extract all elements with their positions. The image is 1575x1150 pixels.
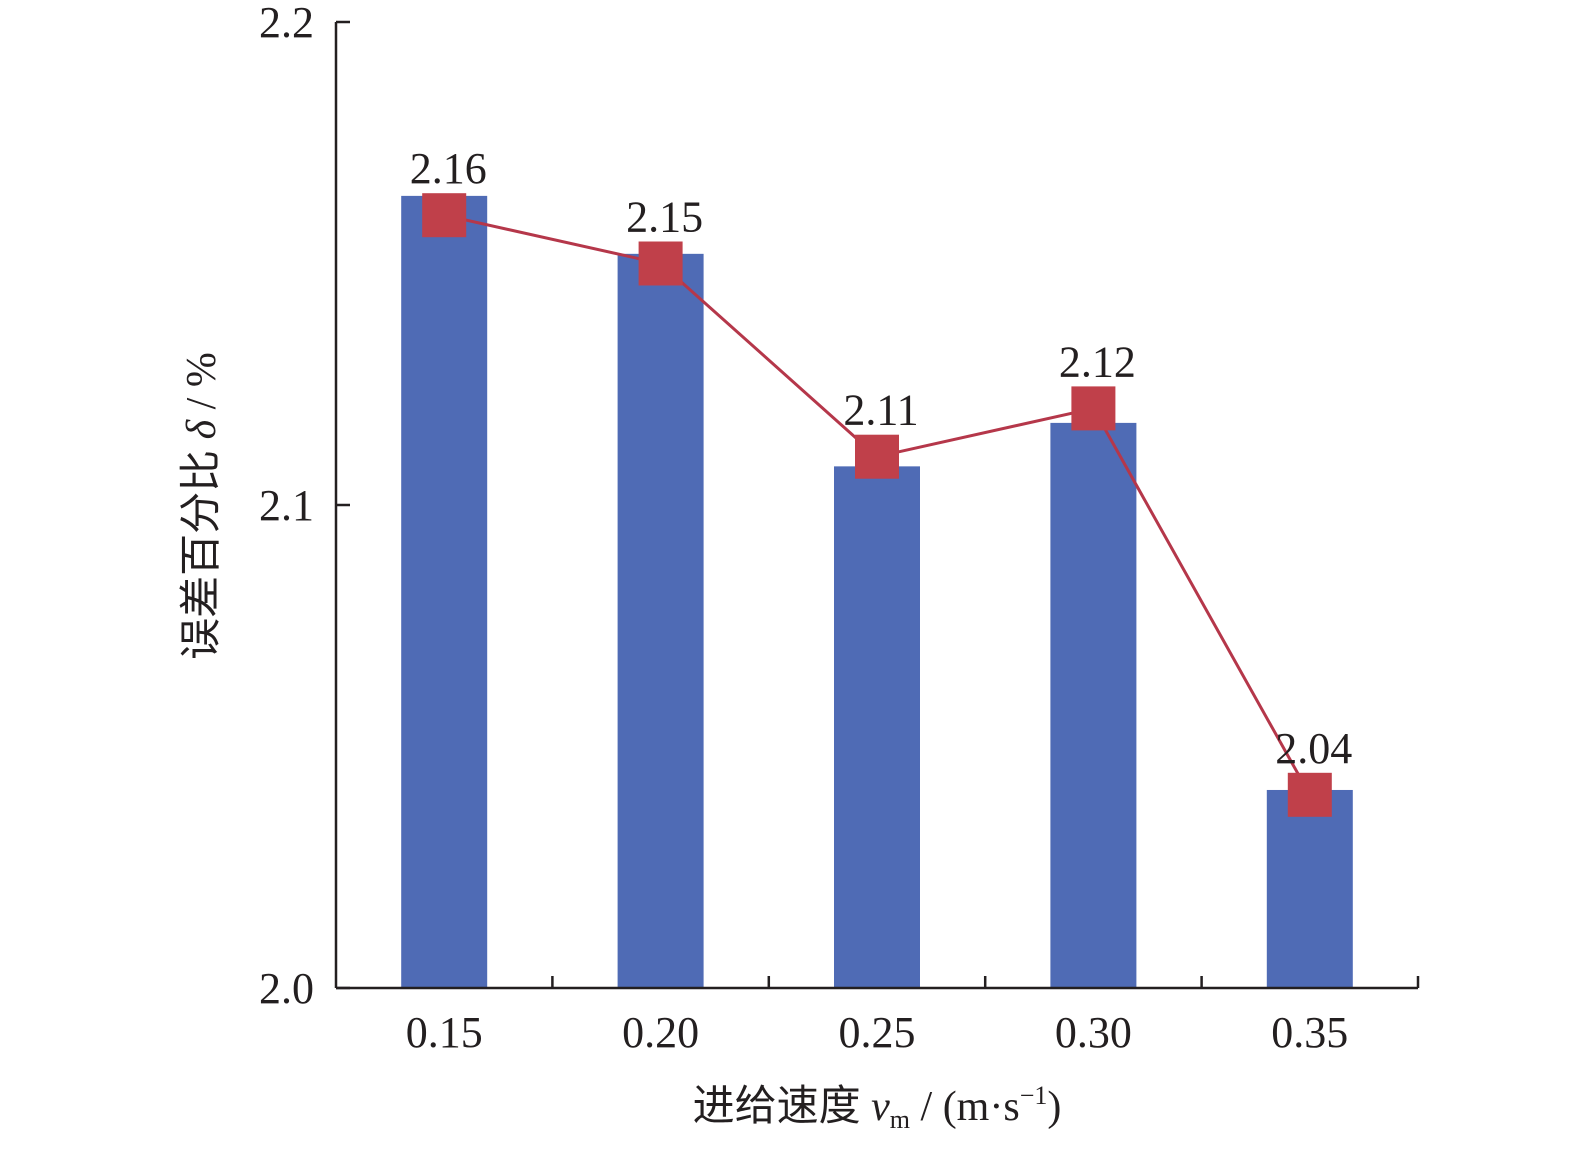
x-tick-label: 0.35 — [1271, 1008, 1348, 1057]
x-ticks-group: 0.15 0.20 0.25 0.30 0.35 — [406, 976, 1420, 1057]
data-label: 2.15 — [626, 193, 703, 242]
x-tick-label: 0.30 — [1055, 1008, 1132, 1057]
line-marker — [1287, 772, 1332, 817]
data-label: 2.16 — [410, 144, 487, 193]
line-marker — [855, 434, 899, 479]
line-series-group — [422, 193, 1332, 817]
y-ticks-group: 2.0 2.1 2.2 — [259, 0, 350, 1013]
bar-0.35 — [1266, 789, 1353, 988]
x-tick-label: 0.25 — [839, 1008, 916, 1057]
x-axis-title: 进给速度 vm / (m·s−1) — [693, 1081, 1062, 1134]
y-tick-label: 2.2 — [259, 0, 314, 47]
x-tick-label: 0.15 — [406, 1008, 483, 1057]
data-labels-group: 2.16 2.15 2.11 2.12 2.04 — [410, 144, 1353, 773]
y-tick-label: 2.0 — [259, 964, 314, 1013]
y-axis-title: 误差百分比 δ / % — [179, 352, 225, 660]
x-tick-label: 0.20 — [622, 1008, 699, 1057]
bar-0.15 — [401, 195, 488, 988]
bars-group — [401, 195, 1353, 989]
bar-0.20 — [617, 253, 704, 989]
y-tick-label: 2.1 — [259, 481, 314, 530]
bar-0.30 — [1050, 422, 1137, 988]
line-marker — [638, 241, 683, 286]
line-marker — [1071, 386, 1116, 431]
line-marker — [422, 193, 467, 238]
data-label: 2.12 — [1059, 337, 1136, 386]
bar-0.25 — [834, 466, 920, 988]
data-label: 2.11 — [843, 386, 918, 435]
data-label: 2.04 — [1275, 724, 1352, 773]
